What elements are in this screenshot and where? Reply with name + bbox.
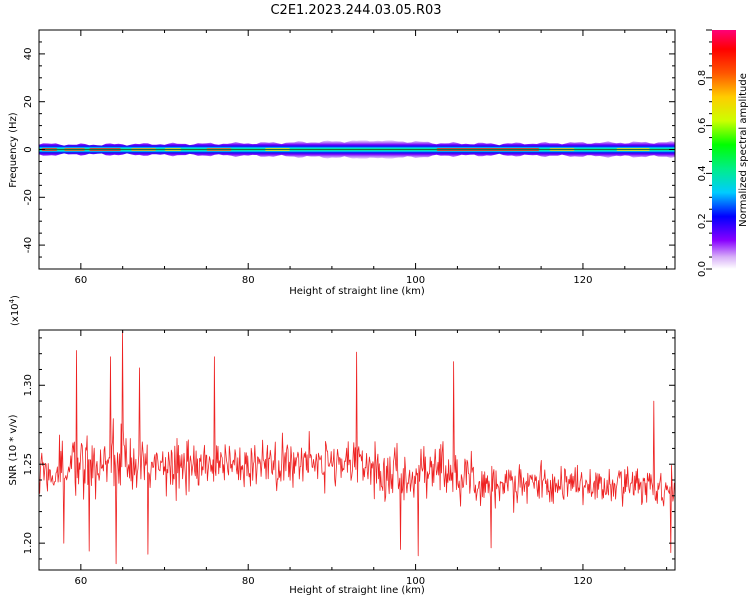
x-tick-label: 100 (406, 576, 425, 587)
colorbar-ticks: 0.0 0.2 0.4 0.6 0.8 (697, 29, 712, 277)
colorbar-label: Normalized spectral amplitude (738, 73, 749, 227)
snr-series-line (39, 330, 675, 565)
snr-panel: 60 80 100 120 1.20 1.25 1.30 Height of straig… (8, 295, 676, 596)
y-tick-label: 40 (23, 48, 34, 61)
spectrogram-x-label: Height of straight line (km) (289, 286, 425, 297)
y-tick-label: 1.30 (23, 374, 34, 396)
y-tick-label: 1.25 (23, 453, 34, 475)
colorbar-tick-label: 0.4 (697, 165, 708, 181)
snr-y-scale-close: ) (10, 295, 21, 299)
x-tick-label: 80 (242, 275, 255, 286)
x-tick-label: 80 (242, 576, 255, 587)
colorbar-gradient (712, 30, 736, 269)
y-tick-label: -20 (23, 189, 34, 205)
snr-y-scale-exponent: 4 (8, 298, 16, 303)
snr-y-scale-base: (x10 (10, 303, 21, 326)
x-tick-label: 120 (573, 576, 592, 587)
y-tick-label: 0 (23, 146, 34, 152)
spectrogram-x-ticks: 60 80 100 120 (38, 30, 668, 286)
snr-y-scale-label: (x104) (8, 295, 21, 326)
snr-x-ticks: 60 80 100 120 (38, 330, 668, 587)
figure-title: C2E1.2023.244.03.05.R03 (270, 3, 441, 18)
snr-frame (38, 329, 676, 571)
snr-x-label: Height of straight line (km) (289, 585, 425, 596)
y-tick-label: -40 (23, 237, 34, 253)
colorbar-tick-label: 0.0 (697, 261, 708, 277)
x-tick-label: 60 (74, 576, 87, 587)
spectrogram-y-ticks: -40 -20 0 20 40 (23, 29, 675, 270)
x-tick-label: 60 (74, 275, 87, 286)
x-tick-label: 120 (573, 275, 592, 286)
snr-y-ticks: 1.20 1.25 1.30 (23, 337, 675, 560)
colorbar-tick-label: 0.2 (697, 213, 708, 229)
spectrogram-y-label: Frequency (Hz) (8, 112, 19, 188)
y-tick-label: 20 (23, 95, 34, 108)
snr-y-label: SNR (10 * v/v) (8, 414, 19, 485)
colorbar: 0.0 0.2 0.4 0.6 0.8 Normalized spectral ampl… (697, 29, 749, 277)
x-tick-label: 100 (406, 275, 425, 286)
y-tick-label: 1.20 (23, 532, 34, 554)
colorbar-tick-label: 0.6 (697, 118, 708, 134)
colorbar-tick-label: 0.8 (697, 70, 708, 86)
spectrogram-panel: 60 80 100 120 -40 -20 0 20 40 Height of straigh… (8, 29, 676, 297)
